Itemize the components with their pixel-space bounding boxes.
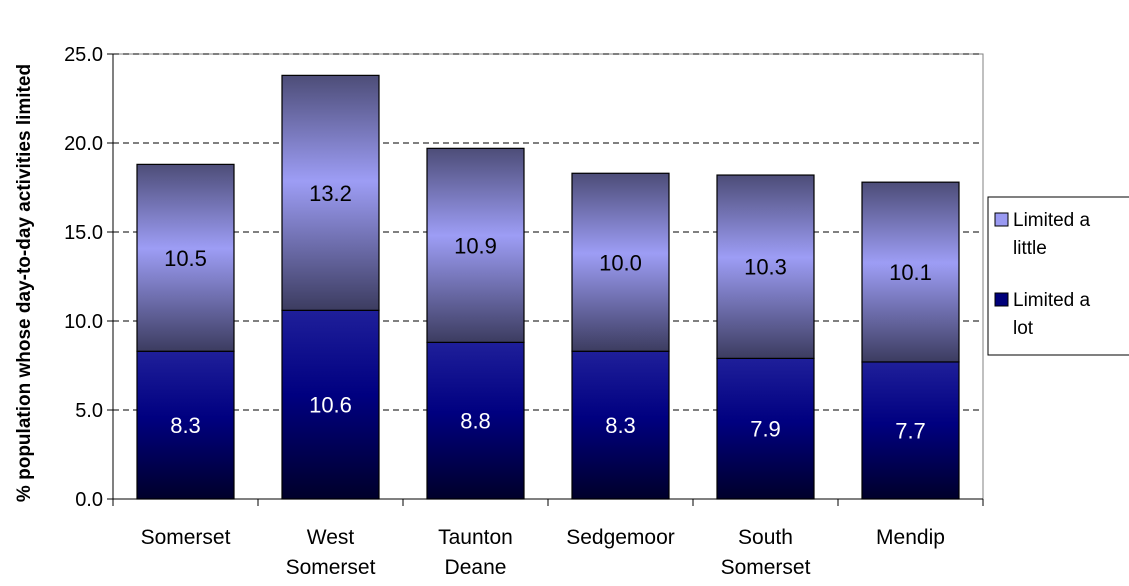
data-label-limited-a-little: 10.5	[164, 246, 207, 271]
legend-swatch	[994, 212, 1009, 227]
data-label-limited-a-lot: 10.6	[309, 393, 352, 418]
bar-limited-a-little	[571, 172, 670, 352]
legend-label: Limited a	[1013, 290, 1091, 311]
y-tick-label: 20.0	[64, 133, 103, 155]
x-category-label: Somerset	[286, 556, 376, 579]
x-category-label: Somerset	[721, 556, 811, 579]
bar-limited-a-lot	[861, 361, 960, 500]
data-label-limited-a-little: 10.0	[599, 250, 642, 275]
x-category-label: Mendip	[876, 526, 945, 549]
bar-limited-a-little	[426, 147, 525, 343]
y-axis-title: % population whose day-to-day activities…	[14, 64, 35, 502]
x-category-label: South	[738, 526, 793, 549]
x-category-label: Deane	[445, 556, 507, 579]
data-label-limited-a-little: 10.3	[744, 255, 787, 280]
bar-limited-a-little	[716, 174, 815, 359]
data-label-limited-a-lot: 7.9	[750, 417, 781, 442]
data-label-limited-a-lot: 8.3	[170, 413, 201, 438]
x-category-label: Taunton	[438, 526, 513, 549]
y-tick-label: 15.0	[64, 222, 103, 244]
y-tick-label: 10.0	[64, 311, 103, 333]
y-tick-label: 25.0	[64, 44, 103, 66]
y-tick-label: 0.0	[75, 489, 103, 511]
bar-limited-a-little	[861, 181, 960, 363]
bar-limited-a-lot	[571, 350, 670, 500]
legend-label: lot	[1013, 318, 1034, 339]
data-label-limited-a-lot: 8.3	[605, 413, 636, 438]
bar-limited-a-lot	[136, 350, 235, 500]
data-label-limited-a-little: 13.2	[309, 181, 352, 206]
legend-box	[987, 196, 1129, 356]
legend-label: Limited a	[1013, 210, 1091, 231]
bar-limited-a-little	[281, 74, 380, 311]
data-label-limited-a-little: 10.9	[454, 233, 497, 258]
bar-limited-a-little	[136, 163, 235, 352]
y-tick-label: 5.0	[75, 400, 103, 422]
plot-area-border	[112, 53, 984, 500]
x-category-label: West	[307, 526, 355, 549]
legend-swatch	[994, 292, 1009, 307]
legend-label: little	[1013, 238, 1047, 259]
x-category-label: Somerset	[141, 526, 231, 549]
data-label-limited-a-little: 10.1	[889, 260, 932, 285]
x-category-label: Sedgemoor	[566, 526, 675, 549]
bar-limited-a-lot	[716, 357, 815, 500]
data-label-limited-a-lot: 8.8	[460, 409, 491, 434]
data-label-limited-a-lot: 7.7	[895, 418, 926, 443]
